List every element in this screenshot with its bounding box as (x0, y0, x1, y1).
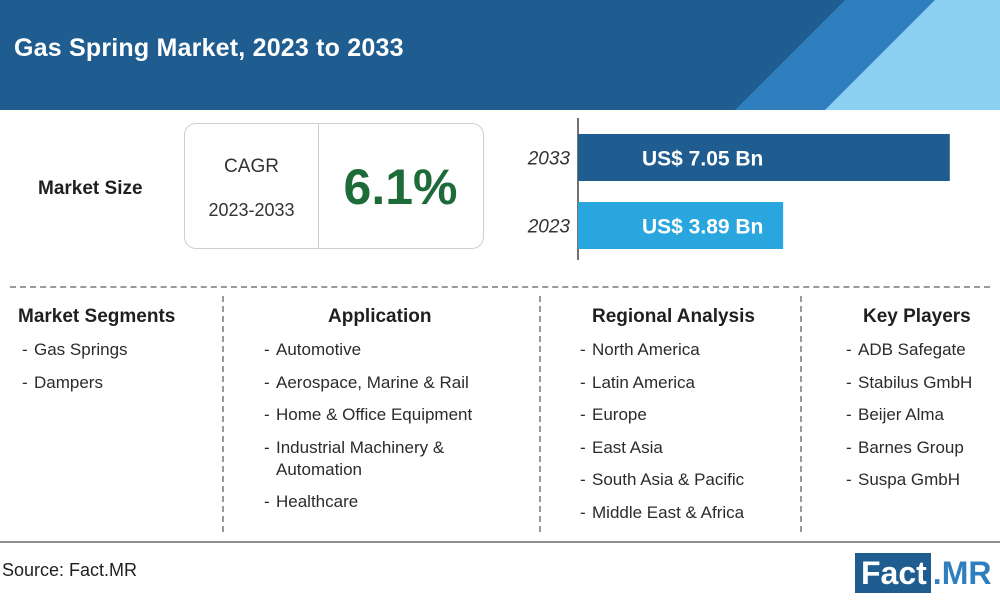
list-item: Middle East & Africa (580, 502, 795, 524)
page-title: Gas Spring Market, 2023 to 2033 (14, 34, 404, 62)
player-list: ADB Safegate Stabilus GmbH Beijer Alma B… (846, 339, 996, 491)
source-note: Source: Fact.MR (2, 560, 138, 580)
column-title: Market Segments (18, 306, 176, 327)
column-market-segments: Market Segments Gas Springs Dampers (18, 306, 175, 404)
region-list: North America Latin America Europe East … (580, 339, 795, 524)
cagr-box: CAGR 2023-2033 6.1% (184, 123, 484, 249)
footer-rule (0, 541, 1000, 543)
column-title: Key Players (863, 306, 971, 327)
cagr-label: CAGR (224, 156, 279, 177)
list-item: Gas Springs (22, 339, 175, 361)
section-divider (10, 286, 990, 288)
column-divider-1 (222, 296, 224, 532)
column-key-players: Key Players ADB Safegate Stabilus GmbH B… (846, 306, 996, 502)
bar-2033 (578, 134, 950, 181)
logo-part-2: .MR (932, 555, 992, 591)
list-item: Dampers (22, 372, 175, 394)
list-item: Aerospace, Marine & Rail (264, 372, 529, 394)
column-regional-analysis: Regional Analysis North America Latin Am… (580, 306, 795, 534)
data-label-2023: US$ 3.89 Bn (642, 216, 763, 239)
tick-label-2033: 2033 (527, 149, 571, 170)
list-item: North America (580, 339, 795, 361)
cagr-value: 6.1% (343, 159, 458, 215)
list-item: Automotive (264, 339, 529, 361)
market-size-label: Market Size (38, 178, 143, 199)
list-item: South Asia & Pacific (580, 469, 795, 491)
list-item: Barnes Group (846, 437, 996, 459)
list-item: Industrial Machinery & Automation (264, 437, 491, 481)
header-banner: Gas Spring Market, 2023 to 2033 (0, 0, 1000, 110)
cagr-divider (318, 124, 319, 248)
application-list: Automotive Aerospace, Marine & Rail Home… (264, 339, 529, 513)
tick-label-2023: 2023 (527, 217, 571, 238)
bar-2023 (578, 202, 784, 249)
cagr-period: 2023-2033 (208, 200, 295, 220)
list-item: Suspa GmbH (846, 469, 996, 491)
list-item: Latin America (580, 372, 795, 394)
column-application: Application Automotive Aerospace, Marine… (264, 306, 529, 524)
list-item: Stabilus GmbH (846, 372, 996, 394)
list-item: Beijer Alma (846, 404, 996, 426)
column-divider-3 (800, 296, 802, 532)
factmr-logo: Fact .MR (855, 553, 991, 593)
column-title: Regional Analysis (592, 306, 755, 327)
column-divider-2 (539, 296, 541, 532)
column-title: Application (328, 306, 432, 327)
segment-list: Gas Springs Dampers (18, 339, 175, 394)
list-item: East Asia (580, 437, 795, 459)
logo-part-1: Fact (855, 553, 931, 593)
list-item: Europe (580, 404, 795, 426)
data-label-2033: US$ 7.05 Bn (642, 148, 763, 171)
list-item: Home & Office Equipment (264, 404, 529, 426)
list-item: ADB Safegate (846, 339, 996, 361)
list-item: Healthcare (264, 491, 529, 513)
market-size-bar-chart: 2033 US$ 7.05 Bn 2023 US$ 3.89 Bn (527, 118, 950, 260)
